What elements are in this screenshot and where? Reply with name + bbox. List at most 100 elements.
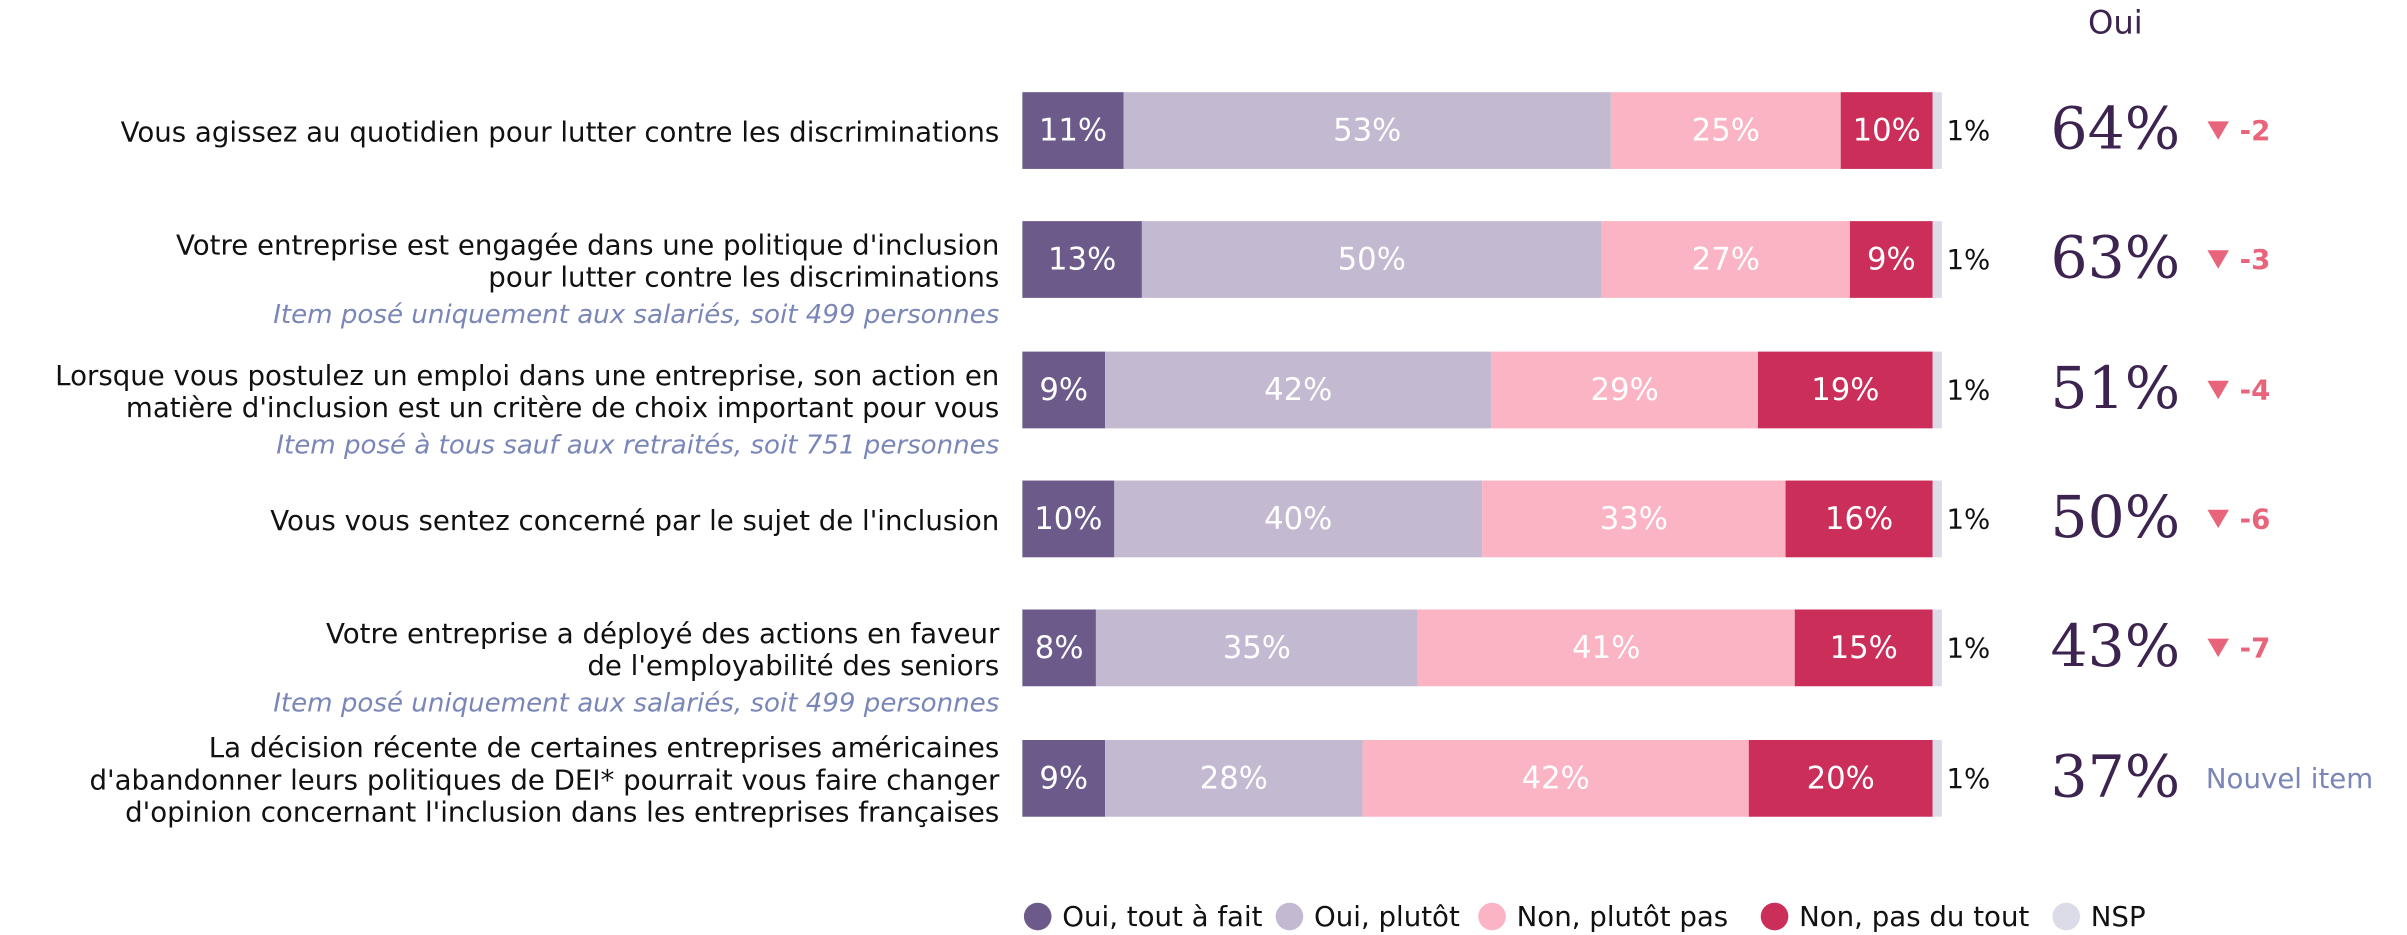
value-label: 10%	[1853, 114, 1921, 149]
bar-segment	[1105, 351, 1492, 429]
value-label: 1%	[1946, 502, 1990, 535]
value-label: 10%	[1034, 502, 1102, 537]
bar-segment	[1022, 739, 1106, 817]
legend-label: Non, pas du tout	[1799, 900, 2029, 933]
bar-segment	[1417, 609, 1795, 687]
bar-segment	[1362, 739, 1749, 817]
bar-segment	[1610, 92, 1841, 169]
bar-segment	[1932, 351, 1942, 429]
bar-segment	[1114, 480, 1483, 558]
legend-label: NSP	[2091, 900, 2146, 933]
value-label: 1%	[1946, 374, 1990, 407]
bar-segment	[1748, 739, 1933, 817]
oui-total: 64%	[2051, 95, 2181, 163]
bar-segment	[1849, 221, 1933, 298]
bar-segment	[1757, 351, 1933, 429]
oui-total: 51%	[2051, 354, 2181, 422]
bar-segment	[1840, 92, 1933, 169]
value-label: 40%	[1264, 502, 1332, 537]
value-label: 9%	[1039, 761, 1088, 796]
bar-segment	[1141, 221, 1602, 298]
change-arrow	[2207, 121, 2229, 140]
bar-segment	[1022, 351, 1106, 429]
bar-segment	[1932, 480, 1942, 558]
value-label: 50%	[1338, 243, 1406, 278]
bar-segment	[1105, 739, 1363, 817]
legend-swatch	[1760, 902, 1789, 931]
bar-segment	[1601, 221, 1850, 298]
category-label: Vous agissez au quotidien pour lutter co…	[121, 116, 1000, 149]
change-label: Nouvel item	[2206, 762, 2373, 795]
value-label: 11%	[1039, 114, 1107, 149]
bar-segment	[1482, 480, 1786, 558]
legend-swatch	[2052, 902, 2081, 931]
change-arrow	[2207, 509, 2229, 529]
bar-segment	[1095, 609, 1418, 687]
value-label: 53%	[1333, 114, 1401, 149]
bar-segment	[1785, 480, 1933, 558]
bar-segment	[1794, 609, 1933, 687]
value-label: 20%	[1807, 761, 1875, 796]
category-label: Votre entreprise est engagée dans une po…	[176, 228, 999, 261]
change-arrow	[2207, 638, 2229, 658]
change-label: -4	[2240, 374, 2271, 407]
oui-total: 63%	[2051, 224, 2181, 292]
change-label: -7	[2240, 631, 2271, 664]
bar-segment	[1022, 480, 1115, 558]
value-label: 1%	[1946, 631, 1990, 664]
category-label: Vous vous sentez concerné par le sujet d…	[270, 504, 999, 537]
change-arrow	[2207, 250, 2229, 269]
value-label: 16%	[1825, 502, 1893, 537]
bar-segment	[1123, 92, 1611, 169]
value-label: 13%	[1048, 243, 1116, 278]
oui-total: 37%	[2051, 742, 2181, 810]
value-label: 25%	[1692, 114, 1760, 149]
category-label: de l'employabilité des seniors	[587, 649, 999, 682]
value-label: 1%	[1946, 114, 1990, 147]
legend-label: Oui, plutôt	[1314, 900, 1460, 933]
bar-segment	[1491, 351, 1758, 429]
change-label: -3	[2240, 243, 2271, 276]
value-label: 42%	[1522, 761, 1590, 796]
value-label: 33%	[1600, 502, 1668, 537]
bar-segment	[1932, 221, 1942, 298]
value-label: 19%	[1811, 373, 1879, 408]
value-label: 28%	[1200, 761, 1268, 796]
legend-swatch	[1275, 902, 1304, 931]
legend-label: Oui, tout à fait	[1062, 900, 1262, 933]
category-label: d'abandonner leurs politiques de DEI* po…	[90, 763, 1000, 796]
category-label: matière d'inclusion est un critère de ch…	[126, 391, 999, 424]
category-label: pour lutter contre les discriminations	[488, 261, 999, 294]
bar-segment	[1932, 739, 1942, 817]
oui-total: 50%	[2051, 483, 2181, 551]
legend-swatch	[1023, 902, 1052, 931]
value-label: 35%	[1223, 631, 1291, 666]
legend-swatch	[1478, 902, 1506, 931]
legend-label: Non, plutôt pas	[1517, 900, 1729, 933]
change-label: -2	[2240, 114, 2271, 147]
bar-segment	[1022, 221, 1142, 298]
change-arrow	[2207, 380, 2229, 400]
value-label: 27%	[1692, 243, 1760, 278]
category-label: d'opinion concernant l'inclusion dans le…	[125, 796, 999, 829]
note: Item posé uniquement aux salariés, soit …	[273, 688, 1000, 718]
value-label: 41%	[1572, 631, 1640, 666]
category-label: Lorsque vous postulez un emploi dans une…	[55, 359, 999, 392]
note: Item posé à tous sauf aux retraités, soi…	[276, 431, 999, 461]
category-label: Votre entreprise a déployé des actions e…	[326, 617, 1000, 650]
bar-segment	[1022, 609, 1096, 687]
bar-segment	[1932, 92, 1942, 169]
bar-segment	[1932, 609, 1942, 687]
value-label: 29%	[1591, 373, 1659, 408]
bar-segment	[1022, 92, 1124, 169]
change-label: -6	[2240, 502, 2271, 535]
value-label: 8%	[1035, 631, 1084, 666]
category-label: La décision récente de certaines entrepr…	[209, 731, 1000, 764]
value-label: 15%	[1830, 631, 1898, 666]
value-label: 9%	[1867, 243, 1916, 278]
value-label: 1%	[1946, 243, 1990, 276]
value-label: 1%	[1946, 762, 1990, 795]
column-header: Oui	[2088, 4, 2143, 42]
